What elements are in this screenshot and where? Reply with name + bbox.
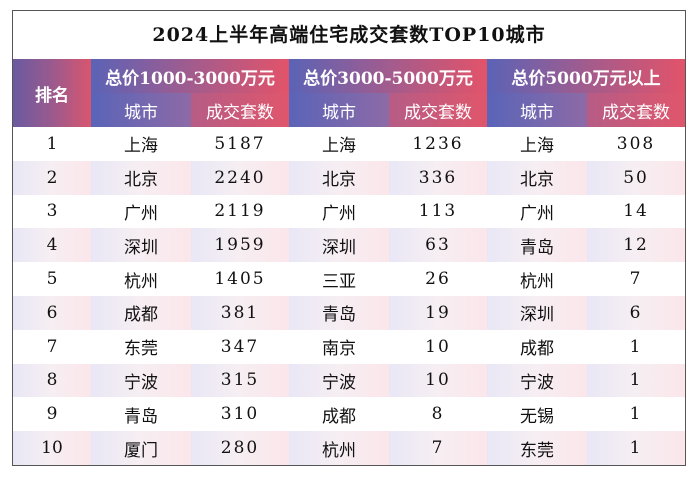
count-cell: 308 <box>587 127 685 161</box>
city-header: 城市 <box>289 93 389 127</box>
table-row: 8 宁波 315 宁波 10 宁波 1 <box>13 363 685 398</box>
count-cell: 8 <box>389 397 487 432</box>
table-row: 3 广州 2119 广州 113 广州 14 <box>13 194 685 229</box>
city-cell: 南京 <box>289 329 389 364</box>
city-cell: 上海 <box>91 127 191 161</box>
city-cell: 北京 <box>91 160 191 195</box>
city-cell: 北京 <box>487 160 587 195</box>
table-row: 2 北京 2240 北京 336 北京 50 <box>13 160 685 195</box>
table-body: 1 上海 5187 上海 1236 上海 308 2 北京 2240 北京 33… <box>13 127 685 465</box>
rank-cell: 4 <box>13 228 91 263</box>
count-cell: 12 <box>587 228 685 263</box>
city-cell: 广州 <box>487 194 587 229</box>
city-cell: 宁波 <box>289 363 389 398</box>
group-header-5000-plus: 总价5000万元以上 <box>487 59 685 93</box>
table-row: 1 上海 5187 上海 1236 上海 308 <box>13 127 685 161</box>
city-cell: 成都 <box>289 397 389 432</box>
count-cell: 381 <box>191 295 289 330</box>
city-cell: 青岛 <box>487 228 587 263</box>
city-header: 城市 <box>91 93 191 127</box>
ranking-table: 排名 总价1000-3000万元 总价3000-5000万元 总价5000万元以… <box>13 59 685 465</box>
count-cell: 10 <box>389 363 487 398</box>
table-title: 2024上半年高端住宅成交套数TOP10城市 <box>13 11 685 59</box>
table-row: 6 成都 381 青岛 19 深圳 6 <box>13 295 685 330</box>
count-cell: 1 <box>587 431 685 465</box>
count-cell: 7 <box>587 262 685 296</box>
city-header: 城市 <box>487 93 587 127</box>
count-cell: 19 <box>389 295 487 330</box>
count-cell: 63 <box>389 228 487 263</box>
rank-cell: 9 <box>13 397 91 432</box>
rank-cell: 10 <box>13 431 91 465</box>
count-cell: 5187 <box>191 127 289 161</box>
city-cell: 杭州 <box>289 431 389 465</box>
count-header: 成交套数 <box>587 93 685 127</box>
count-cell: 280 <box>191 431 289 465</box>
count-cell: 50 <box>587 160 685 195</box>
city-cell: 宁波 <box>91 363 191 398</box>
count-cell: 26 <box>389 262 487 296</box>
count-cell: 336 <box>389 160 487 195</box>
city-cell: 上海 <box>487 127 587 161</box>
city-cell: 三亚 <box>289 262 389 296</box>
city-cell: 深圳 <box>289 228 389 263</box>
city-cell: 上海 <box>289 127 389 161</box>
header-row-groups: 排名 总价1000-3000万元 总价3000-5000万元 总价5000万元以… <box>13 59 685 127</box>
group-header-1000-3000: 总价1000-3000万元 <box>91 59 289 93</box>
table-row: 10 厦门 280 杭州 7 东莞 1 <box>13 431 685 465</box>
rank-cell: 1 <box>13 127 91 161</box>
count-cell: 315 <box>191 363 289 398</box>
city-cell: 广州 <box>289 194 389 229</box>
count-cell: 1236 <box>389 127 487 161</box>
count-cell: 2240 <box>191 160 289 195</box>
city-cell: 青岛 <box>91 397 191 432</box>
group-header-3000-5000: 总价3000-5000万元 <box>289 59 487 93</box>
count-cell: 1 <box>587 397 685 432</box>
table-row: 9 青岛 310 成都 8 无锡 1 <box>13 397 685 432</box>
count-cell: 310 <box>191 397 289 432</box>
city-cell: 青岛 <box>289 295 389 330</box>
city-cell: 成都 <box>91 295 191 330</box>
count-cell: 113 <box>389 194 487 229</box>
rank-cell: 8 <box>13 363 91 398</box>
city-cell: 东莞 <box>487 431 587 465</box>
count-cell: 347 <box>191 329 289 364</box>
count-cell: 1 <box>587 329 685 364</box>
city-cell: 无锡 <box>487 397 587 432</box>
count-cell: 1959 <box>191 228 289 263</box>
table-row: 4 深圳 1959 深圳 63 青岛 12 <box>13 228 685 263</box>
count-cell: 14 <box>587 194 685 229</box>
city-cell: 杭州 <box>487 262 587 296</box>
rank-cell: 2 <box>13 160 91 195</box>
city-cell: 深圳 <box>487 295 587 330</box>
table-frame: 2024上半年高端住宅成交套数TOP10城市 排名 总价1000-3000万元 … <box>12 10 686 466</box>
count-header: 成交套数 <box>191 93 289 127</box>
rank-header: 排名 <box>13 59 91 127</box>
rank-cell: 6 <box>13 295 91 330</box>
city-cell: 宁波 <box>487 363 587 398</box>
city-cell: 厦门 <box>91 431 191 465</box>
count-cell: 2119 <box>191 194 289 229</box>
rank-cell: 5 <box>13 262 91 296</box>
city-cell: 北京 <box>289 160 389 195</box>
city-cell: 深圳 <box>91 228 191 263</box>
count-cell: 10 <box>389 329 487 364</box>
rank-cell: 3 <box>13 194 91 229</box>
city-cell: 东莞 <box>91 329 191 364</box>
count-cell: 7 <box>389 431 487 465</box>
city-cell: 杭州 <box>91 262 191 296</box>
count-cell: 1 <box>587 363 685 398</box>
rank-cell: 7 <box>13 329 91 364</box>
table-row: 5 杭州 1405 三亚 26 杭州 7 <box>13 262 685 296</box>
city-cell: 广州 <box>91 194 191 229</box>
header-row-columns: 城市 成交套数 城市 成交套数 城市 成交套数 <box>13 93 685 127</box>
count-header: 成交套数 <box>389 93 487 127</box>
count-cell: 6 <box>587 295 685 330</box>
count-cell: 1405 <box>191 262 289 296</box>
table-row: 7 东莞 347 南京 10 成都 1 <box>13 329 685 364</box>
city-cell: 成都 <box>487 329 587 364</box>
